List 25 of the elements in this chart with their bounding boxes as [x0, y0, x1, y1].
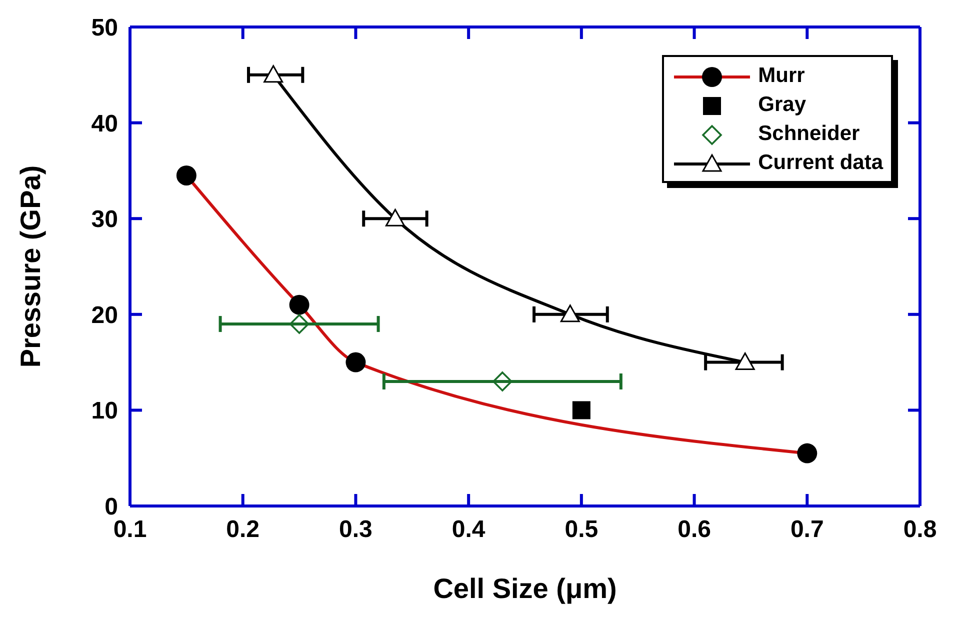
point: [560, 304, 580, 322]
legend-label: Gray: [758, 92, 806, 116]
x-axis-title: Cell Size (μm): [433, 573, 617, 604]
legend-label: Current data: [758, 150, 883, 174]
x-tick-label: 0.6: [678, 516, 711, 544]
y-tick-label: 30: [91, 206, 118, 234]
x-tick-label: 0.7: [790, 516, 824, 544]
point: [289, 314, 310, 334]
x-tick-label: 0.8: [903, 516, 937, 544]
y-tick-label: 40: [91, 110, 118, 138]
point: [492, 372, 512, 392]
x-tick-label: 0.2: [226, 516, 260, 544]
y-tick-label: 50: [91, 14, 118, 42]
y-axis-title: Pressure (GPa): [14, 165, 46, 368]
y-tick-label: 20: [91, 302, 118, 329]
point: [264, 65, 284, 83]
legend-label: Murr: [758, 64, 805, 88]
x-tick-label: 0.3: [339, 516, 372, 544]
legend-label: Schneider: [758, 122, 860, 146]
point: [572, 401, 590, 420]
x-tick-label: 0.4: [452, 516, 486, 544]
point: [735, 352, 755, 370]
point: [385, 208, 405, 226]
y-tick-label: 10: [91, 398, 118, 425]
x-tick-label: 0.5: [564, 516, 598, 544]
